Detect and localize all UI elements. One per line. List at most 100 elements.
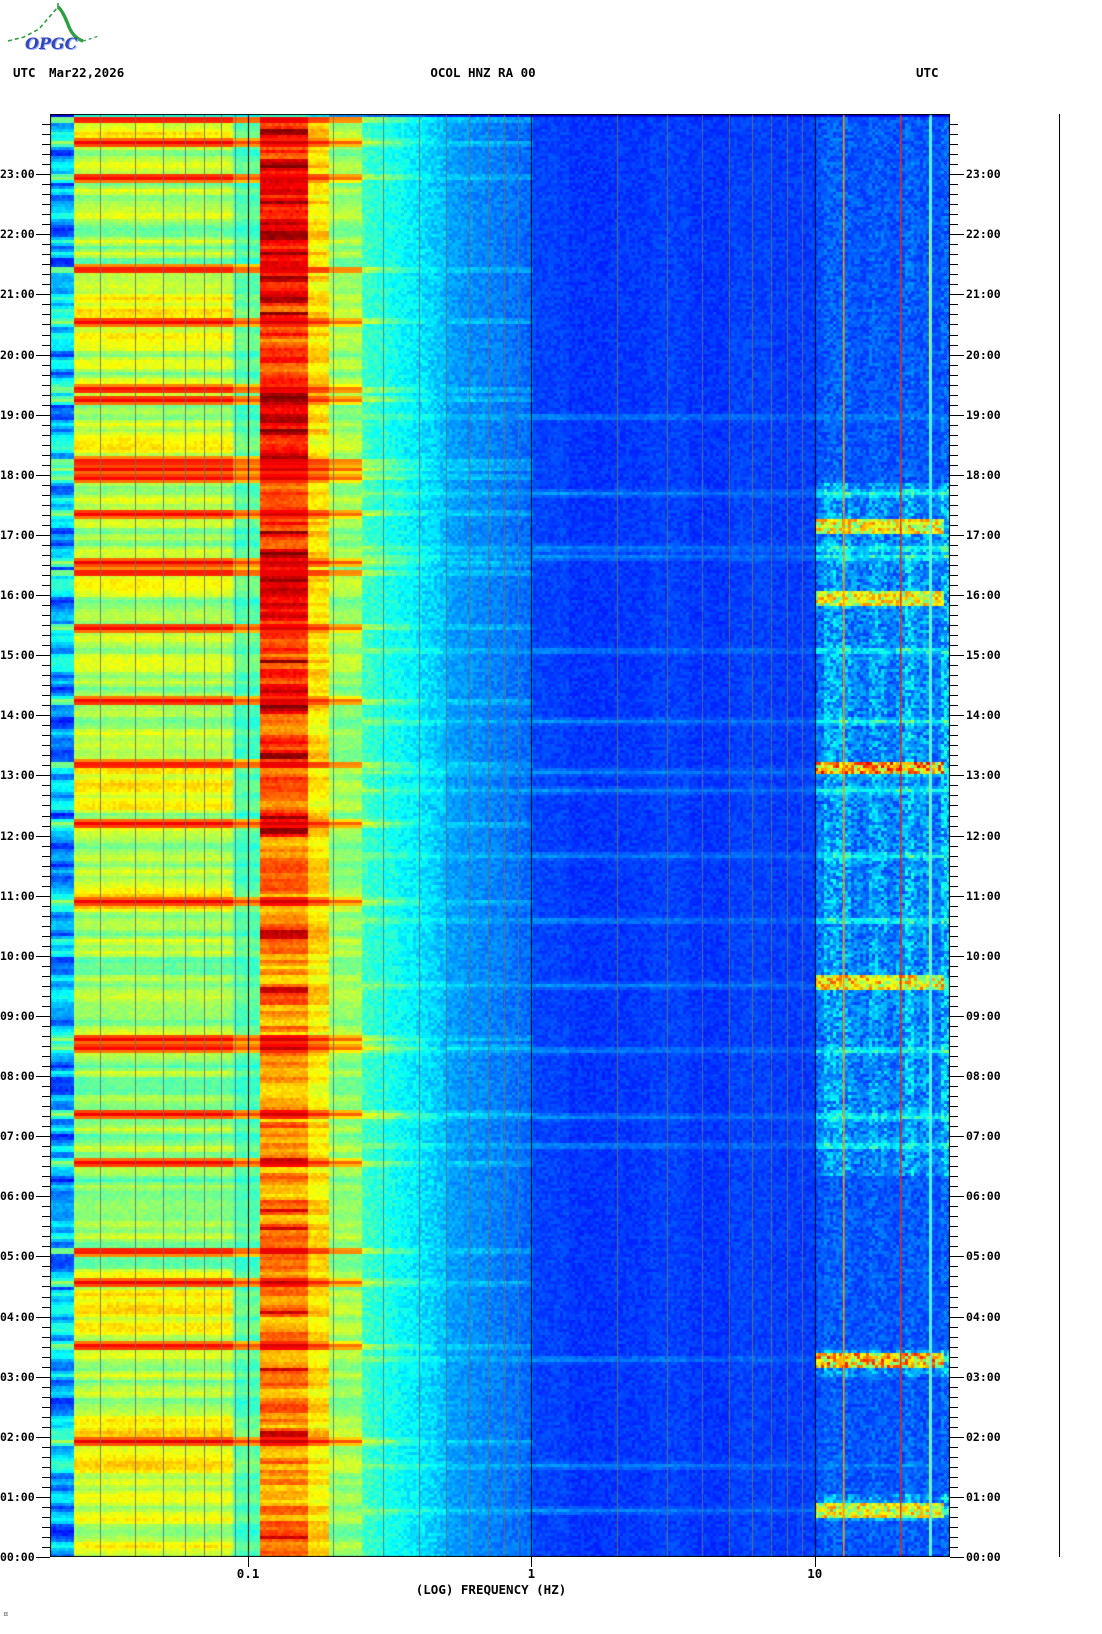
time-label-left: 05:00: [0, 1249, 35, 1264]
time-label-left: 13:00: [0, 768, 35, 783]
time-label-left: 10:00: [0, 948, 35, 963]
time-tick-right: [950, 645, 958, 647]
time-tick-left: [42, 695, 50, 697]
time-tick-left: [42, 1356, 50, 1358]
time-label-left: 14:00: [0, 708, 35, 723]
time-tick-left: [42, 154, 50, 156]
time-tick-left: [42, 1035, 50, 1037]
time-tick-left: [42, 134, 50, 135]
time-tick-left: [42, 855, 50, 857]
time-tick-left: [42, 284, 50, 286]
time-tick-right: [950, 1025, 958, 1027]
time-tick-right: [950, 404, 958, 406]
time-tick-right: [950, 1045, 958, 1047]
time-tick-left: [36, 895, 50, 897]
utc-label-left: UTC: [13, 65, 36, 80]
time-tick-left: [36, 1316, 50, 1318]
time-tick-left: [42, 1266, 50, 1268]
time-tick-right: [950, 1346, 958, 1348]
time-tick-left: [42, 1116, 50, 1118]
time-tick-right: [950, 1116, 958, 1118]
time-tick-right: [950, 1506, 958, 1508]
time-tick-right: [950, 504, 958, 506]
time-tick-right: [950, 1186, 958, 1188]
time-tick-right: [950, 965, 958, 967]
time-tick-right: [950, 1286, 958, 1288]
time-tick-right: [950, 1176, 958, 1178]
time-tick-right: [950, 635, 958, 637]
time-tick-right: [950, 1466, 958, 1468]
time-tick-left: [42, 1276, 50, 1278]
time-tick-left: [42, 1025, 50, 1027]
time-label-right: 07:00: [966, 1129, 1001, 1144]
time-tick-left: [42, 1547, 50, 1548]
logo-mountain-right-solid: [56, 5, 84, 43]
time-tick-right: [950, 494, 958, 496]
time-tick-right: [950, 625, 958, 627]
time-tick-right: [950, 985, 958, 987]
time-tick-right: [950, 1226, 958, 1228]
time-label-left: 16:00: [0, 588, 35, 602]
time-tick-right: [950, 464, 958, 466]
time-label-right: 06:00: [966, 1189, 1001, 1204]
time-tick-right: [950, 1106, 958, 1108]
time-tick-right: [950, 1336, 958, 1338]
time-tick-left: [42, 254, 50, 256]
time-tick-right: [950, 294, 964, 296]
time-tick-left: [42, 1056, 50, 1057]
time-label-right: 22:00: [966, 227, 1001, 242]
time-tick-left: [42, 1346, 50, 1348]
time-tick-right: [950, 1416, 958, 1418]
time-tick-left: [42, 745, 50, 747]
time-tick-left: [42, 1066, 50, 1067]
time-tick-left: [42, 324, 50, 326]
time-tick-left: [42, 504, 50, 506]
time-tick-right: [950, 374, 958, 376]
time-tick-left: [42, 1126, 50, 1128]
time-tick-left: [42, 344, 50, 346]
time-tick-left: [42, 424, 50, 426]
time-tick-right: [950, 324, 958, 326]
time-tick-right: [950, 434, 958, 436]
time-tick-right: [950, 735, 958, 737]
time-tick-left: [42, 985, 50, 987]
time-tick-right: [950, 454, 958, 456]
time-label-right: 11:00: [966, 888, 1001, 903]
time-tick-left: [42, 605, 50, 606]
time-tick-right: [950, 1316, 964, 1318]
time-tick-right: [950, 585, 958, 586]
time-tick-left: [42, 875, 50, 877]
time-tick-left: [42, 1206, 50, 1208]
spectrogram-canvas: [50, 114, 950, 1557]
time-label-left: 19:00: [0, 407, 35, 422]
time-tick-left: [42, 1426, 50, 1428]
time-tick-right: [950, 1076, 964, 1077]
time-tick-left: [42, 1466, 50, 1468]
x-tick-label-0p1: 0.1: [236, 1566, 260, 1581]
time-tick-right: [950, 334, 958, 336]
time-tick-right: [950, 1146, 958, 1148]
time-tick-right: [950, 1246, 958, 1248]
time-tick-right: [950, 695, 958, 697]
time-label-right: 00:00: [966, 1550, 1001, 1564]
time-tick-right: [950, 484, 958, 486]
time-tick-right: [950, 1326, 958, 1328]
time-tick-left: [36, 414, 50, 416]
time-tick-left: [42, 785, 50, 787]
time-label-right: 20:00: [966, 347, 1001, 362]
time-tick-right: [950, 344, 958, 346]
time-tick-right: [950, 955, 964, 957]
time-label-right: 21:00: [966, 287, 1001, 302]
time-tick-left: [36, 474, 50, 476]
time-tick-left: [42, 244, 50, 246]
time-tick-right: [950, 1496, 964, 1498]
time-tick-left: [42, 1166, 50, 1168]
time-tick-right: [950, 875, 958, 877]
time-tick-left: [42, 214, 50, 216]
time-tick-left: [36, 174, 50, 176]
time-tick-left: [42, 585, 50, 586]
time-tick-right: [950, 685, 958, 687]
time-label-right: 05:00: [966, 1249, 1001, 1264]
time-tick-right: [950, 1426, 958, 1428]
time-tick-right: [950, 1436, 964, 1438]
